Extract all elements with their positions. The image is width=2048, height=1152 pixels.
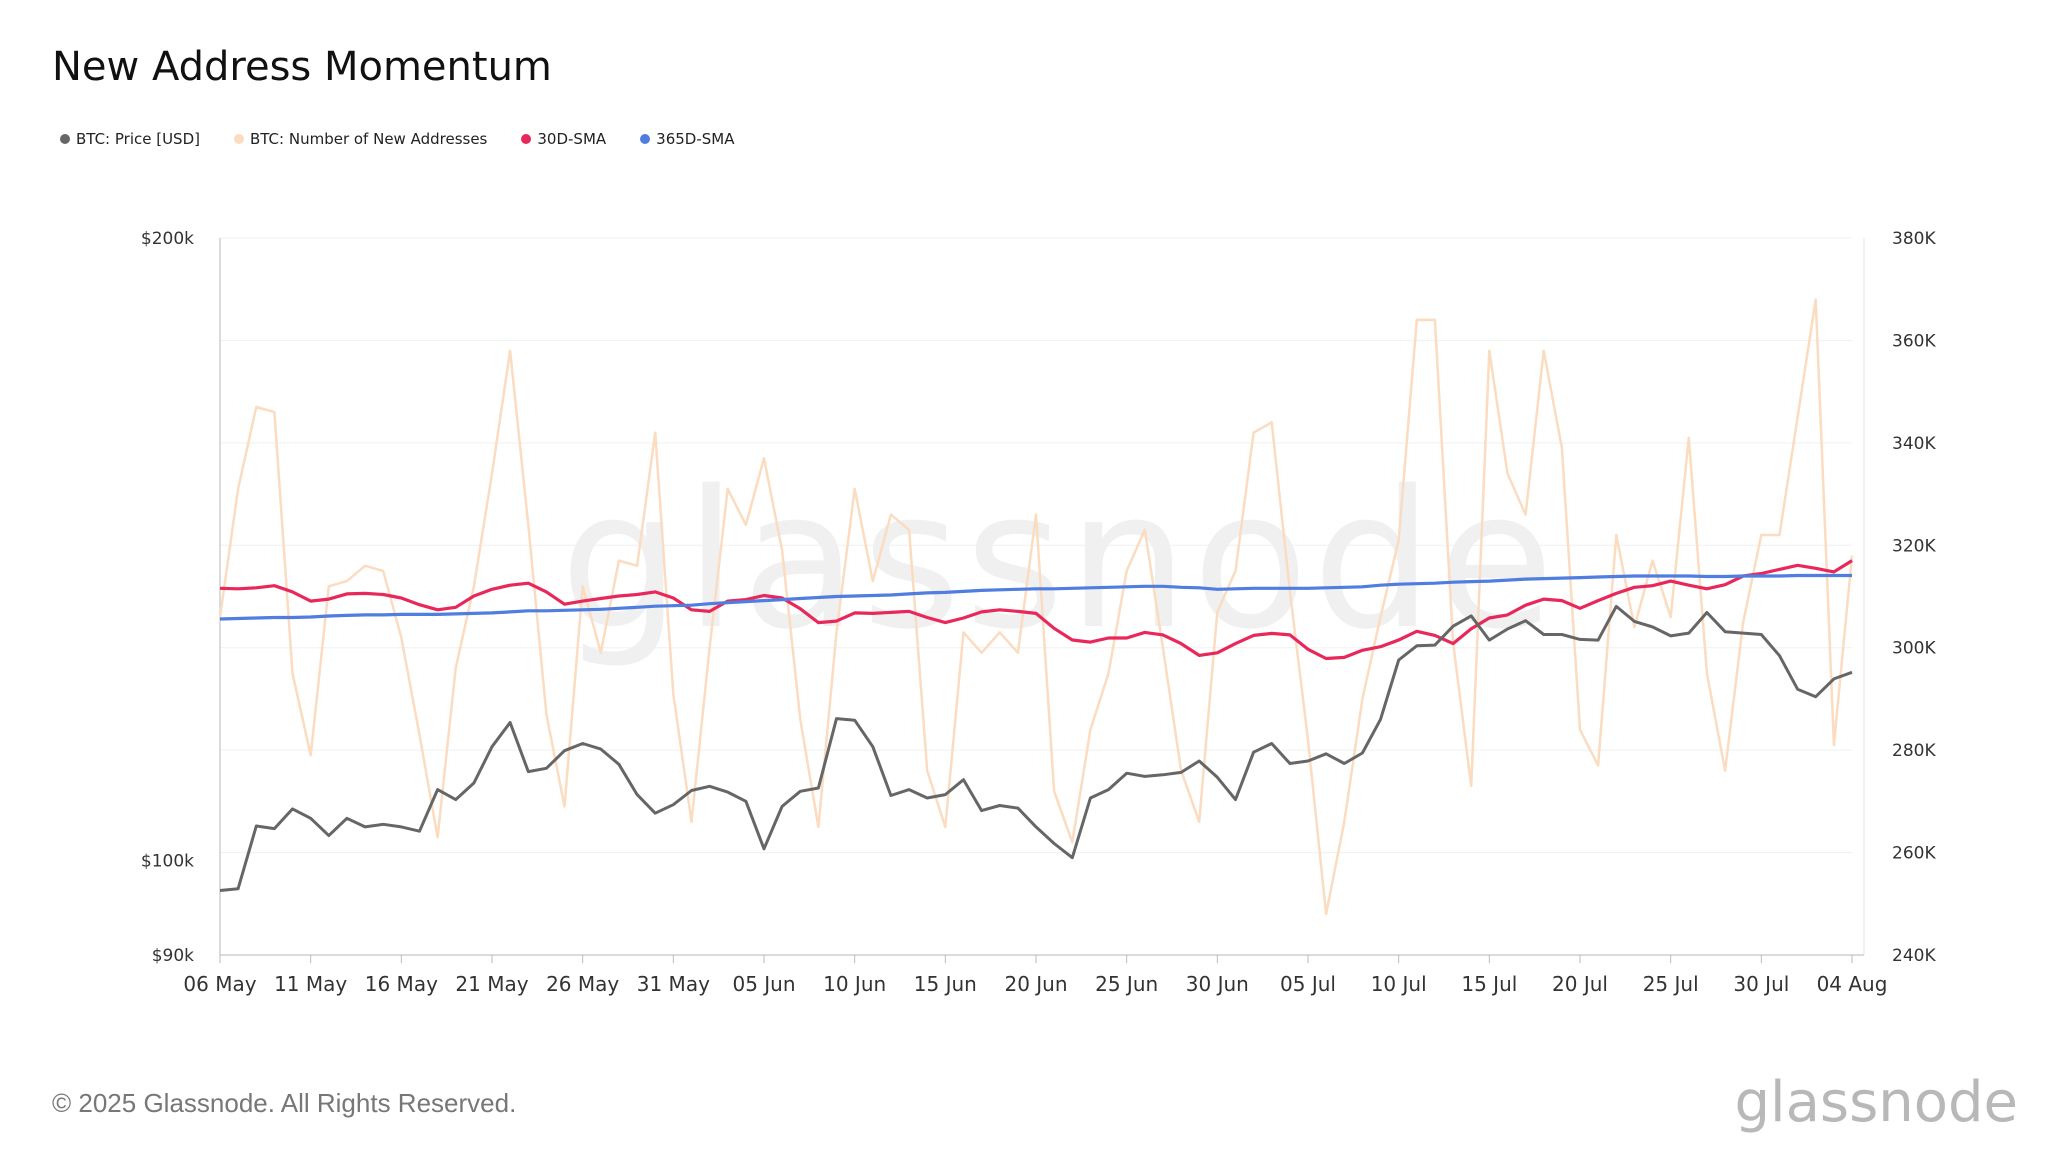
x-tick-label: 15 Jul [1461,972,1517,996]
series-line-0 [218,298,1854,916]
y-right-tick-label: 340K [1892,434,1936,454]
y-right-tick-label: 300K [1892,639,1936,659]
x-tick-label: 10 Jul [1371,972,1427,996]
x-tick-label: 25 Jun [1095,972,1158,996]
series-line-1 [219,559,1853,661]
y-right-tick-label: 280K [1892,741,1936,761]
x-tick-label: 21 May [455,972,528,996]
legend-dot-icon [233,134,244,144]
x-tick-label: 20 Jun [1004,972,1067,996]
legend-item-365d-sma[interactable]: 365D-SMA [640,130,734,148]
series-line-3 [219,604,1853,892]
series-line-2 [219,573,1852,621]
y-right-tick-label: 360K [1892,331,1936,351]
x-tick-label: 26 May [546,972,619,996]
x-tick-label: 10 Jun [823,972,886,996]
legend-dot-icon [60,134,70,144]
legend-label: 30D-SMA [537,130,607,148]
legend-label: BTC: Price [USD] [76,130,200,148]
legend: BTC: Price [USD] BTC: Number of New Addr… [60,130,734,148]
y-left-tick-label: $100k [141,851,194,871]
legend-label: 365D-SMA [656,130,735,148]
x-tick-label: 30 Jul [1733,972,1789,996]
y-right-tick-label: 320K [1892,536,1936,556]
x-tick-label: 05 Jul [1280,972,1336,996]
legend-item-30d-sma[interactable]: 30D-SMA [521,130,606,148]
x-tick-label: 11 May [274,972,347,996]
y-right-tick-label: 240K [1892,946,1936,966]
legend-label: BTC: Number of New Addresses [249,130,488,148]
glassnode-logo: glassnode [1734,1070,2018,1135]
y-left-tick-label: $200k [141,229,194,249]
copyright-text: © 2025 Glassnode. All Rights Reserved. [52,1088,517,1118]
x-tick-label: 15 Jun [914,972,977,996]
x-tick-label: 20 Jul [1552,972,1608,996]
x-tick-label: 16 May [365,972,438,996]
chart-canvas: $90k $100k $200k 240K 260K 280K 300K 320K 340K 36… [141,229,1937,996]
y-right-tick-label: 260K [1892,844,1936,864]
x-tick-label: 25 Jul [1643,972,1699,996]
x-tick-label: 30 Jun [1186,972,1249,996]
legend-item-price[interactable]: BTC: Price [USD] [60,130,200,148]
legend-item-new-addresses[interactable]: BTC: Number of New Addresses [233,130,488,148]
y-right-tick-label: 380K [1892,229,1936,249]
x-tick-label: 05 Jun [732,972,795,996]
legend-dot-icon [640,134,651,144]
y-left-tick-label: $90k [152,946,194,966]
x-tick-label: 04 Aug [1817,972,1888,996]
x-tick-label: 31 May [637,972,710,996]
legend-dot-icon [521,134,532,144]
chart-title: New Address Momentum [52,44,552,90]
x-tick-label: 06 May [183,972,256,996]
